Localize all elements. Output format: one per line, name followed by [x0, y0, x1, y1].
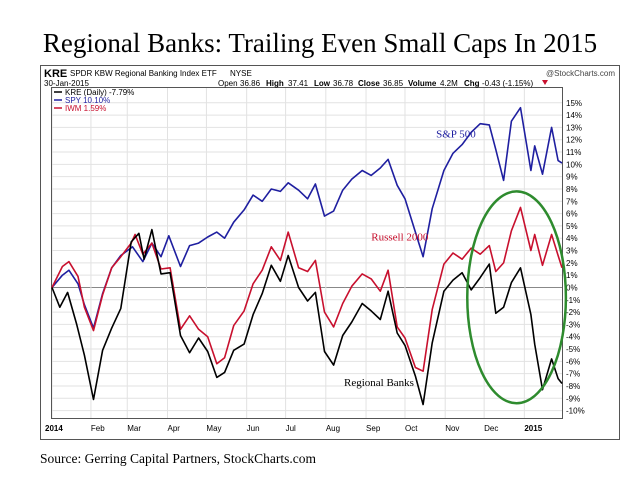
stock-chart-panel: KRE SPDR KBW Regional Banking Index ETF …: [40, 65, 620, 440]
x-tick-label: 2015: [524, 424, 542, 433]
x-tick-label: Mar: [127, 424, 141, 433]
y-tick-label: 11%: [566, 148, 581, 157]
y-tick-label: -5%: [566, 345, 580, 354]
series-line-kre: [51, 228, 563, 406]
legend-label-iwm: IWM 1.59%: [65, 104, 106, 113]
high-value: 37.41: [288, 79, 309, 88]
y-tick-label: -4%: [566, 333, 580, 342]
annotation-kre: Regional Banks: [344, 377, 414, 389]
y-tick-label: -8%: [566, 382, 580, 391]
open-value: 36.86: [240, 79, 261, 88]
series-lines: [51, 106, 568, 406]
y-tick-label: 9%: [566, 173, 578, 182]
open-label: Open: [218, 79, 238, 88]
y-tick-label: 13%: [566, 123, 582, 132]
legend-label-kre: KRE (Daily) -7.79%: [65, 88, 134, 97]
chart-annotations: S&P 500 Russell 2000 Regional Banks: [344, 128, 476, 389]
exchange-label: NYSE: [230, 69, 252, 78]
low-label: Low: [314, 79, 331, 88]
y-tick-label: 14%: [566, 111, 582, 120]
date-label: 30-Jan-2015: [44, 79, 89, 88]
y-tick-label: -6%: [566, 357, 580, 366]
down-arrow-icon: [542, 80, 548, 85]
series-line-iwm: [51, 206, 563, 373]
x-tick-label: Jun: [247, 424, 260, 433]
y-tick-label: -1%: [566, 296, 580, 305]
x-tick-label: Apr: [167, 424, 180, 433]
x-tick-label: Nov: [445, 424, 459, 433]
chart-headline: Regional Banks: Trailing Even Small Caps…: [42, 28, 598, 58]
x-tick-label: Dec: [484, 424, 498, 433]
y-tick-label: 6%: [566, 210, 578, 219]
line-chart: KRE SPDR KBW Regional Banking Index ETF …: [40, 65, 620, 440]
x-tick-label: Feb: [91, 424, 105, 433]
x-tick-label: Aug: [326, 424, 340, 433]
volume-label: Volume: [408, 79, 437, 88]
y-tick-label: -7%: [566, 370, 580, 379]
series-line-spy: [51, 106, 563, 329]
y-axis-labels: -10% -9% -8% -7% -6% -5% -4% -3% -2% -1% 0% 1% 2% 3% 4…: [566, 99, 585, 416]
chart-legend: KRE (Daily) -7.79% SPY 10.10% IWM 1.59%: [54, 88, 134, 113]
close-value: 36.85: [383, 79, 404, 88]
y-tick-label: 5%: [566, 222, 578, 231]
y-tick-label: 15%: [566, 99, 582, 108]
x-tick-label: Sep: [366, 424, 381, 433]
low-value: 36.78: [333, 79, 354, 88]
y-tick-label: 3%: [566, 247, 578, 256]
y-tick-label: 8%: [566, 185, 578, 194]
y-tick-label: -3%: [566, 320, 580, 329]
source-note: Source: Gerring Capital Partners, StockC…: [40, 451, 316, 466]
y-tick-label: 12%: [566, 136, 582, 145]
description-label: SPDR KBW Regional Banking Index ETF: [70, 69, 217, 78]
y-tick-label: 7%: [566, 197, 578, 206]
volume-value: 4.2M: [440, 79, 458, 88]
symbol-label: KRE: [44, 68, 67, 80]
y-tick-label: 1%: [566, 271, 578, 280]
y-tick-label: 2%: [566, 259, 578, 268]
annotation-iwm: Russell 2000: [371, 232, 429, 244]
x-tick-label: 2014: [45, 424, 63, 433]
chg-label: Chg: [464, 79, 480, 88]
x-tick-label: Jul: [286, 424, 296, 433]
annotation-spy: S&P 500: [436, 128, 476, 140]
high-label: High: [266, 79, 284, 88]
x-tick-label: May: [206, 424, 221, 433]
highlight-ellipse: [466, 190, 568, 405]
chg-value: -0.43 (-1.15%): [482, 79, 533, 88]
x-axis-labels: 2014 Feb Mar Apr May Jun Jul Aug Sep Oct Nov Dec 201…: [45, 424, 543, 433]
y-tick-label: 4%: [566, 234, 578, 243]
y-tick-label: -10%: [566, 407, 585, 416]
y-tick-label: -2%: [566, 308, 580, 317]
x-tick-label: Oct: [405, 424, 418, 433]
y-tick-label: 0%: [566, 283, 578, 292]
y-tick-label: -9%: [566, 394, 580, 403]
close-label: Close: [358, 79, 380, 88]
quote-readout: Open 36.86 High 37.41 Low 36.78 Close 36…: [218, 79, 533, 88]
legend-label-spy: SPY 10.10%: [65, 96, 110, 105]
watermark: @StockCharts.com: [546, 69, 615, 78]
y-tick-label: 10%: [566, 160, 582, 169]
